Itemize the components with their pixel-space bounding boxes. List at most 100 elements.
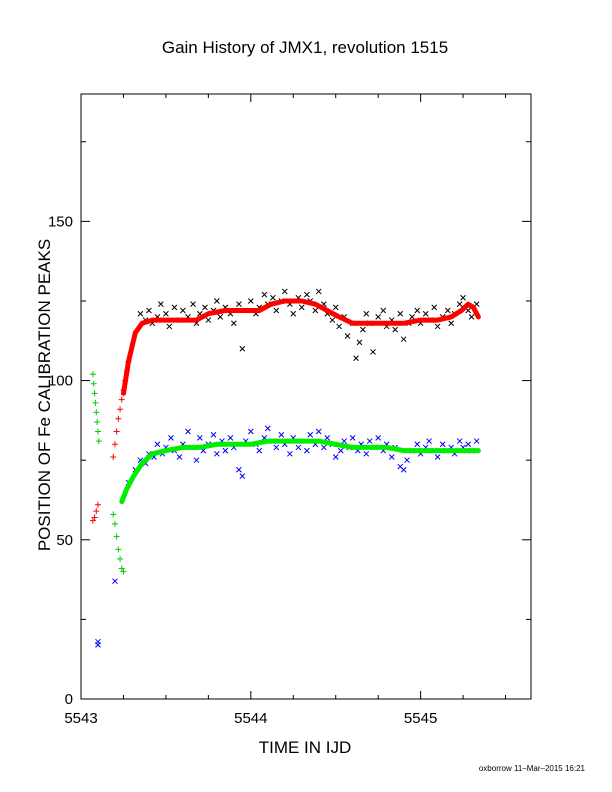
y-axis-label: POSITION OF Fe CALIBRATION PEAKS — [35, 239, 54, 551]
data-point — [375, 435, 382, 441]
data-point — [185, 428, 191, 435]
data-point — [95, 642, 101, 648]
y-tick-label: 150 — [48, 213, 73, 230]
data-point — [118, 396, 125, 403]
data-point — [400, 336, 407, 343]
data-point — [117, 406, 124, 413]
data-point — [171, 304, 178, 311]
data-point — [264, 425, 271, 432]
data-point — [375, 314, 382, 320]
data-point — [409, 314, 415, 320]
x-tick-label: 5545 — [404, 710, 437, 727]
data-point — [157, 301, 164, 308]
data-point — [278, 431, 285, 438]
data-point — [91, 390, 98, 397]
data-point — [236, 301, 242, 308]
y-tick-label: 100 — [48, 373, 73, 390]
data-point — [303, 447, 310, 454]
data-point — [344, 333, 351, 339]
data-point — [336, 323, 342, 330]
data-point — [213, 450, 220, 457]
data-point — [197, 435, 203, 441]
data-point — [349, 435, 356, 441]
data-point — [90, 380, 97, 387]
data-point — [89, 517, 96, 524]
data-point — [366, 438, 373, 444]
data-point — [370, 349, 376, 355]
data-point — [307, 431, 314, 438]
data-point — [120, 568, 127, 575]
chart-title: Gain History of JMX1, revolution 1515 — [162, 38, 448, 57]
data-point — [353, 355, 359, 362]
data-point — [273, 307, 280, 314]
footer-credit: oxborrow 11–Mar–2015 16:21 — [479, 764, 586, 773]
data-point — [404, 457, 410, 464]
series-line-4 — [121, 298, 481, 396]
data-point — [239, 345, 246, 352]
data-point — [168, 435, 174, 441]
data-point — [94, 418, 101, 425]
data-point — [111, 520, 118, 527]
data-point — [287, 450, 293, 457]
data-point — [360, 326, 366, 333]
data-point — [110, 454, 117, 460]
data-point — [270, 294, 276, 301]
data-point — [94, 428, 101, 435]
data-point — [230, 320, 237, 327]
data-point — [115, 546, 122, 553]
data-point — [290, 310, 297, 317]
data-point — [91, 514, 98, 521]
data-point — [93, 409, 100, 416]
data-point — [93, 508, 100, 515]
data-point — [434, 454, 441, 460]
data-point — [444, 307, 451, 314]
data-point — [205, 317, 212, 323]
data-point — [222, 447, 229, 454]
data-point — [356, 339, 363, 346]
data-point — [227, 435, 234, 441]
data-point — [210, 431, 217, 438]
data-point — [112, 578, 118, 585]
data-point — [92, 399, 99, 406]
data-point — [315, 288, 322, 295]
data-point — [414, 307, 421, 314]
data-point — [324, 435, 331, 441]
data-point — [456, 301, 463, 308]
data-point — [332, 454, 339, 460]
data-point — [392, 326, 399, 333]
data-point — [431, 304, 438, 311]
data-point — [111, 441, 118, 448]
data-point — [261, 291, 268, 298]
data-point — [439, 441, 446, 448]
data-point — [166, 323, 173, 330]
axis-ticks: 5543 5544 5545 0 50 100 150 — [48, 94, 531, 727]
data-point — [115, 415, 122, 422]
data-point — [397, 310, 404, 317]
data-point — [460, 294, 466, 301]
data-point — [247, 298, 254, 304]
data-point — [312, 307, 319, 314]
series-line-5 — [119, 438, 481, 505]
data-point — [341, 438, 348, 444]
data-point — [176, 454, 183, 460]
data-point — [89, 371, 96, 378]
data-point — [400, 466, 407, 473]
data-marks — [89, 288, 481, 648]
data-point — [315, 428, 322, 435]
data-point — [180, 307, 186, 314]
data-point — [332, 304, 339, 311]
data-point — [239, 473, 246, 479]
data-point — [434, 323, 441, 330]
data-point — [146, 307, 152, 314]
data-point — [202, 304, 208, 311]
data-point — [190, 301, 196, 308]
data-point — [298, 304, 305, 311]
x-tick-label: 5543 — [64, 710, 97, 727]
data-point — [465, 441, 472, 448]
data-point — [217, 314, 224, 320]
data-point — [117, 555, 124, 562]
data-point — [426, 438, 432, 444]
data-point — [213, 298, 220, 304]
data-point — [110, 511, 117, 518]
